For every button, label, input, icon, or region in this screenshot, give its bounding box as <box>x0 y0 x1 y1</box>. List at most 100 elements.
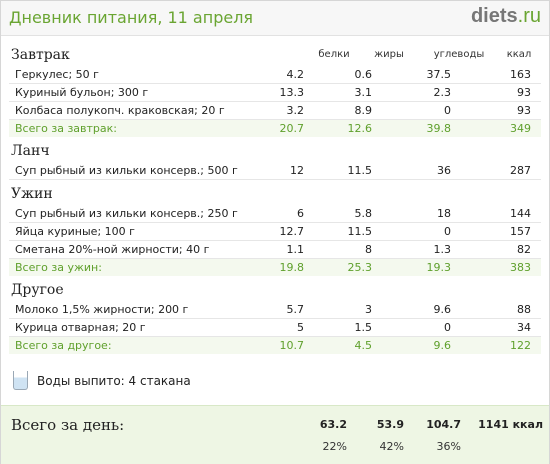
food-name: Курица отварная; 20 г <box>15 321 146 334</box>
food-name: Геркулес; 50 г <box>15 68 99 81</box>
food-carbs: 1.3 <box>433 243 452 256</box>
page-title: Дневник питания, 11 апреля <box>9 8 254 27</box>
food-row[interactable]: Суп рыбный из кильки консерв.; 500 г 12 11… <box>9 162 541 180</box>
meals-table: Завтрак белки жиры углеводы ккал Геркулес; 50… <box>9 45 541 358</box>
food-fat: 8.9 <box>354 104 373 117</box>
food-carbs: 37.5 <box>426 68 452 81</box>
food-row[interactable]: Молоко 1,5% жирности; 200 г 5.7 3 9.6 88 <box>9 301 541 319</box>
food-kcal: 157 <box>510 225 531 238</box>
total-carbs: 9.6 <box>433 339 452 352</box>
food-carbs: 2.3 <box>433 86 452 99</box>
meal-section-header: Завтрак белки жиры углеводы ккал <box>9 45 541 66</box>
food-protein: 5 <box>297 321 304 334</box>
food-kcal: 82 <box>517 243 531 256</box>
food-name: Сметана 20%-ной жирности; 40 г <box>15 243 210 256</box>
meal-total-row: Всего за завтрак: 20.7 12.6 39.8 349 <box>9 120 541 137</box>
food-kcal: 93 <box>517 86 531 99</box>
food-row[interactable]: Курица отварная; 20 г 5 1.5 0 34 <box>9 319 541 337</box>
daily-total-label: Всего за день: <box>11 416 125 434</box>
meal-section-header: Ланч <box>9 141 541 162</box>
meal-total-row: Всего за ужин: 19.8 25.3 19.3 383 <box>9 259 541 276</box>
daily-kcal: 1141 ккал <box>478 418 543 431</box>
total-carbs: 39.8 <box>426 122 452 135</box>
food-protein: 3.2 <box>286 104 305 117</box>
food-protein: 12.7 <box>279 225 305 238</box>
daily-carbs: 104.7 <box>426 418 461 431</box>
food-fat: 0.6 <box>354 68 373 81</box>
meal-total-label: Всего за ужин: <box>15 261 102 274</box>
food-row[interactable]: Сметана 20%-ной жирности; 40 г 1.1 8 1.3 82 <box>9 241 541 259</box>
meal-name: Завтрак <box>11 47 70 63</box>
food-kcal: 34 <box>517 321 531 334</box>
daily-protein-pct: 22% <box>322 440 347 453</box>
total-fat: 12.6 <box>347 122 373 135</box>
food-fat: 5.8 <box>354 207 373 220</box>
column-header-carbs: углеводы <box>433 49 485 60</box>
food-row[interactable]: Суп рыбный из кильки консерв.; 250 г 6 5.8… <box>9 205 541 223</box>
food-row[interactable]: Куриный бульон; 300 г 13.3 3.1 2.3 93 <box>9 84 541 102</box>
total-kcal: 383 <box>510 261 531 274</box>
food-name: Яйца куриные; 100 г <box>15 225 135 238</box>
column-header-protein: белки <box>318 49 350 60</box>
total-protein: 19.8 <box>279 261 305 274</box>
meal-name: Ланч <box>11 143 50 159</box>
daily-total: Всего за день: 63.2 53.9 104.7 1141 ккал… <box>1 405 549 464</box>
food-fat: 8 <box>365 243 372 256</box>
food-protein: 5.7 <box>286 303 305 316</box>
meal-name: Ужин <box>11 186 53 202</box>
brand-logo[interactable]: diets.ru <box>471 5 541 28</box>
food-carbs: 18 <box>437 207 451 220</box>
food-protein: 4.2 <box>286 68 305 81</box>
food-fat: 1.5 <box>354 321 373 334</box>
food-fat: 3.1 <box>354 86 373 99</box>
total-kcal: 122 <box>510 339 531 352</box>
food-fat: 11.5 <box>347 164 373 177</box>
meal-section-header: Другое <box>9 280 541 301</box>
daily-fat-pct: 42% <box>379 440 404 453</box>
food-carbs: 0 <box>444 225 451 238</box>
food-carbs: 9.6 <box>433 303 452 316</box>
total-kcal: 349 <box>510 122 531 135</box>
food-row[interactable]: Яйца куриные; 100 г 12.7 11.5 0 157 <box>9 223 541 241</box>
food-carbs: 36 <box>437 164 451 177</box>
food-protein: 12 <box>290 164 304 177</box>
meal-section-header: Ужин <box>9 184 541 205</box>
food-name: Молоко 1,5% жирности; 200 г <box>15 303 189 316</box>
food-name: Куриный бульон; 300 г <box>15 86 149 99</box>
food-kcal: 88 <box>517 303 531 316</box>
total-fat: 4.5 <box>354 339 373 352</box>
column-header-kcal: ккал <box>506 49 532 60</box>
meal-section: Другое Молоко 1,5% жирности; 200 г 5.7 3 9.6… <box>9 280 541 354</box>
meal-section: Завтрак белки жиры углеводы ккал Геркулес; 50… <box>9 45 541 137</box>
food-kcal: 93 <box>517 104 531 117</box>
food-fat: 3 <box>365 303 372 316</box>
food-fat: 11.5 <box>347 225 373 238</box>
diary-header: Дневник питания, 11 апреля diets.ru <box>1 1 549 36</box>
food-protein: 13.3 <box>279 86 305 99</box>
food-row[interactable]: Геркулес; 50 г 4.2 0.6 37.5 163 <box>9 66 541 84</box>
meal-total-label: Всего за завтрак: <box>15 122 118 135</box>
daily-carbs-pct: 36% <box>436 440 461 453</box>
meal-total-label: Всего за другое: <box>15 339 112 352</box>
food-protein: 6 <box>297 207 304 220</box>
daily-protein: 63.2 <box>319 418 347 431</box>
daily-fat: 53.9 <box>376 418 404 431</box>
brand-main: diets <box>470 5 518 27</box>
food-kcal: 163 <box>510 68 531 81</box>
food-carbs: 0 <box>444 104 451 117</box>
brand-suffix: .ru <box>517 5 541 27</box>
meal-section: Ланч Суп рыбный из кильки консерв.; 500 г… <box>9 141 541 180</box>
food-protein: 1.1 <box>286 243 305 256</box>
meal-total-row: Всего за другое: 10.7 4.5 9.6 122 <box>9 337 541 354</box>
food-kcal: 287 <box>510 164 531 177</box>
water-glass-icon <box>13 371 28 390</box>
column-header-fat: жиры <box>374 49 404 60</box>
food-name: Колбаса полукопч. краковская; 20 г <box>15 104 225 117</box>
water-text: Воды выпито: 4 стакана <box>37 374 191 388</box>
food-row[interactable]: Колбаса полукопч. краковская; 20 г 3.2 8.9… <box>9 102 541 120</box>
food-name: Суп рыбный из кильки консерв.; 500 г <box>15 164 238 177</box>
total-carbs: 19.3 <box>426 261 452 274</box>
total-protein: 20.7 <box>279 122 305 135</box>
meal-section: Ужин Суп рыбный из кильки консерв.; 250 г… <box>9 184 541 276</box>
food-carbs: 0 <box>444 321 451 334</box>
